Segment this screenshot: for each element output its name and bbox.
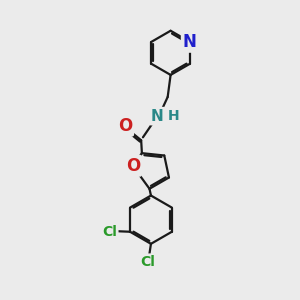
- Text: Cl: Cl: [141, 255, 155, 269]
- Text: O: O: [126, 157, 140, 175]
- Text: Cl: Cl: [102, 225, 117, 239]
- Text: O: O: [118, 117, 132, 135]
- Text: H: H: [168, 109, 179, 122]
- Text: N: N: [151, 109, 164, 124]
- Text: N: N: [183, 33, 197, 51]
